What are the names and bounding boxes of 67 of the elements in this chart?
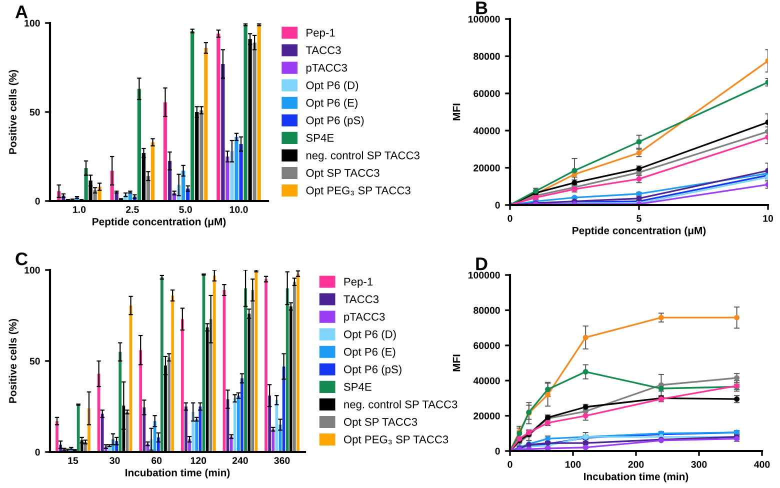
- y-tick-label: 100000: [468, 16, 500, 23]
- text: B: [476, 2, 488, 14]
- y-tick-label: 20000: [474, 412, 500, 420]
- x-tick-label: 0: [508, 214, 512, 222]
- y-axis-title: Positive cells (%): [8, 318, 19, 403]
- y-tick-label: 0: [35, 448, 40, 456]
- text: C: [16, 252, 28, 266]
- y-axis-title: MFI: [452, 104, 460, 120]
- x-tick-label: 60: [152, 457, 162, 464]
- legend-label: neg. control SP TACC3: [344, 400, 458, 411]
- legend-label: SP4E: [344, 382, 372, 391]
- legend-label: TACC3: [306, 46, 341, 54]
- x-axis-title: Peptide concentration (μM): [92, 218, 226, 228]
- legend-label: Opt P6 (E): [344, 348, 396, 358]
- y-tick-label: 50: [30, 108, 40, 116]
- legend-label: pTACC3: [306, 64, 347, 74]
- x-axis-title: Peptide concentration (μM): [572, 226, 706, 236]
- y-tick-label: 50: [30, 358, 40, 365]
- legend-label: Opt P6 (pS): [344, 365, 402, 376]
- x-tick-label: 5.0: [179, 206, 192, 213]
- y-tick-label: 80000: [474, 306, 500, 314]
- x-tick-label: 120: [190, 457, 206, 464]
- y-tick-label: 60000: [474, 342, 500, 350]
- y-tick-label: 100000: [468, 272, 500, 279]
- legend-label: SP4E: [306, 134, 334, 142]
- x-tick-label: 300: [691, 460, 707, 468]
- y-axis-title: Positive cells (%): [8, 70, 19, 154]
- x-axis-title: Incubation time (min): [584, 472, 688, 482]
- legend-label: Pep-1: [306, 28, 335, 39]
- x-tick-label: 10: [763, 214, 774, 222]
- x-tick-label: 400: [754, 460, 770, 468]
- x-tick-label: 360: [274, 457, 290, 464]
- y-tick-label: 80000: [474, 52, 500, 60]
- y-tick-label: 40000: [473, 377, 500, 384]
- y-tick-label: 0: [495, 448, 500, 455]
- text: D: [476, 258, 488, 270]
- legend-label: Opt SP TACC3: [344, 418, 418, 428]
- x-axis-title: Incubation time (min): [126, 468, 230, 478]
- y-tick-label: 0: [35, 198, 40, 205]
- legend-label: Opt P6 (D): [306, 81, 358, 92]
- x-tick-label: 0: [508, 460, 512, 468]
- legend-label: Opt SP TACC3: [306, 168, 380, 180]
- x-tick-label: 5: [636, 215, 642, 222]
- x-tick-label: 1.0: [73, 206, 86, 213]
- legend-label: Opt P6 (D): [344, 330, 396, 340]
- legend-label: TACC3: [344, 295, 379, 304]
- y-tick-label: 100: [24, 20, 40, 27]
- y-tick-label: 100: [24, 266, 40, 274]
- text: A: [15, 6, 28, 18]
- x-tick-label: 10.0: [230, 206, 248, 213]
- y-axis-title: MFI: [452, 354, 460, 372]
- x-tick-label: 240: [232, 457, 248, 464]
- legend-label: Opt PEG₃ SP TACC3: [344, 436, 448, 446]
- x-tick-label: 100: [566, 460, 581, 468]
- y-tick-label: 60000: [474, 90, 500, 98]
- legend-label: Opt PEG₃ SP TACC3: [306, 186, 410, 197]
- x-tick-label: 200: [628, 460, 644, 468]
- x-tick-label: 15: [68, 457, 78, 464]
- y-tick-label: 20000: [474, 164, 500, 172]
- y-tick-label: 40000: [473, 127, 500, 134]
- x-tick-label: 2.5: [126, 206, 139, 213]
- legend-label: Opt P6 (E): [306, 98, 358, 109]
- legend-label: neg. control SP TACC3: [306, 151, 420, 162]
- legend-label: Pep-1: [344, 278, 373, 288]
- legend-label: Opt P6 (pS): [306, 116, 364, 126]
- legend-label: pTACC3: [344, 312, 385, 323]
- x-tick-label: 30: [110, 457, 120, 464]
